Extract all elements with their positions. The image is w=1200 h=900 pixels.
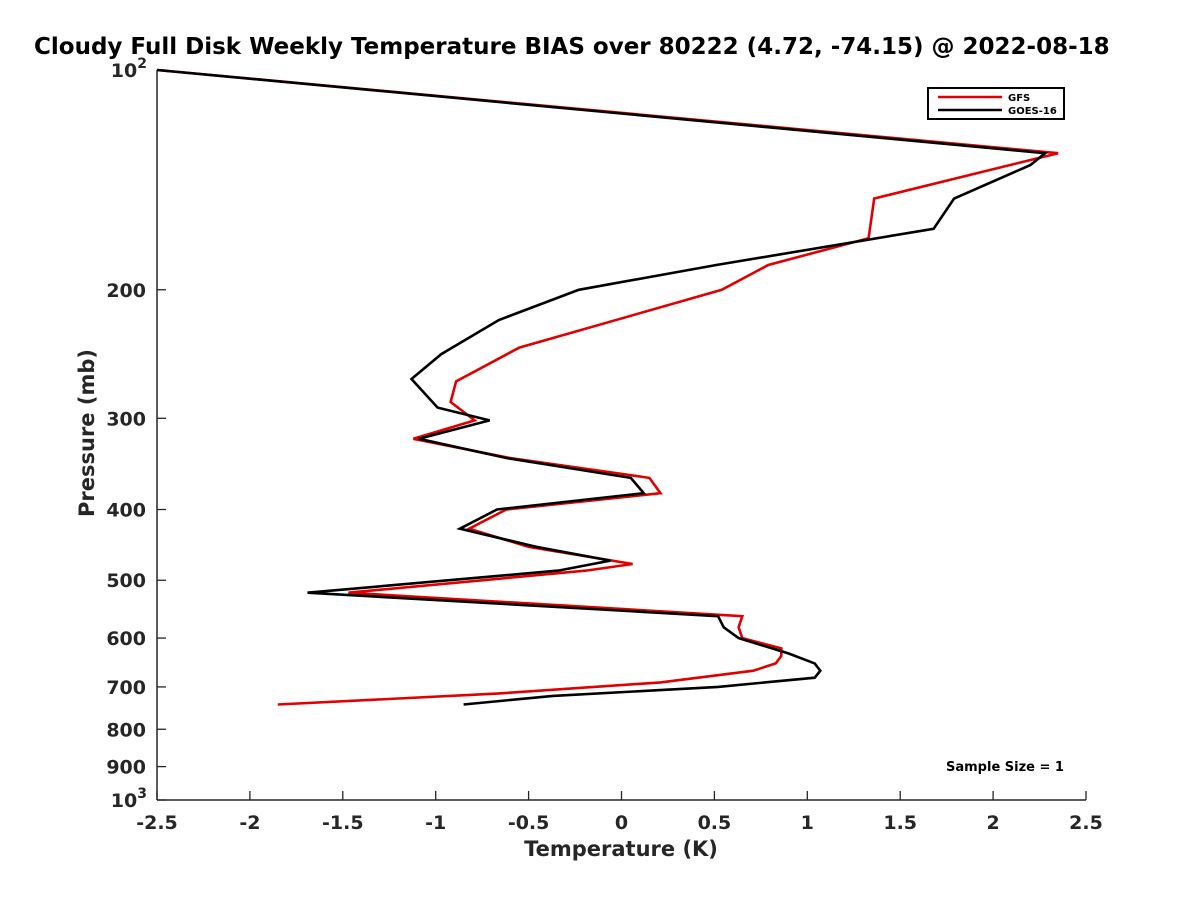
legend-label-goes16: GOES-16 [1008, 106, 1057, 117]
series-goes16 [156, 68, 1049, 706]
y-tick-label: 200 [106, 280, 146, 302]
x-tick-label: -2 [239, 812, 260, 834]
y-tick-label: 102 [111, 56, 147, 82]
x-tick-label: -1.5 [322, 812, 364, 834]
x-tick-label: -2.5 [136, 812, 178, 834]
y-tick-label: 500 [106, 570, 146, 592]
x-axis-ticks: -2.5 -2 -1.5 -1 -0.5 0 0.5 1 1.5 2 2.5 [136, 791, 1103, 834]
series-gfs [156, 68, 1059, 706]
y-tick-label: 400 [106, 500, 146, 522]
legend-box [927, 87, 1065, 120]
y-tick-label: 600 [106, 628, 146, 650]
x-tick-label: 1 [801, 812, 814, 834]
y-tick-label: 103 [111, 786, 147, 812]
y-axis-label: Pressure (mb) [75, 349, 99, 517]
series-layer [156, 68, 1059, 706]
chart-title: Cloudy Full Disk Weekly Temperature BIAS… [34, 34, 1110, 60]
y-tick-label: 800 [106, 719, 146, 741]
x-tick-label: 0.5 [698, 812, 732, 834]
x-tick-label: -1 [425, 812, 446, 834]
x-tick-label: 0 [615, 812, 628, 834]
x-tick-label: 2 [986, 812, 999, 834]
x-axis-label: Temperature (K) [524, 837, 718, 861]
y-tick-label: 300 [106, 408, 146, 430]
y-tick-label: 900 [106, 757, 146, 779]
y-tick-label: 700 [106, 677, 146, 699]
sample-size-annotation: Sample Size = 1 [946, 760, 1064, 775]
x-tick-label: -0.5 [508, 812, 550, 834]
legend-label-gfs: GFS [1008, 93, 1030, 104]
x-tick-label: 2.5 [1069, 812, 1103, 834]
x-tick-label: 1.5 [883, 812, 917, 834]
y-axis-ticks: 102 200 300 400 500 600 700 800 900 103 [106, 56, 166, 812]
legend: GFS GOES-16 [927, 87, 1065, 120]
